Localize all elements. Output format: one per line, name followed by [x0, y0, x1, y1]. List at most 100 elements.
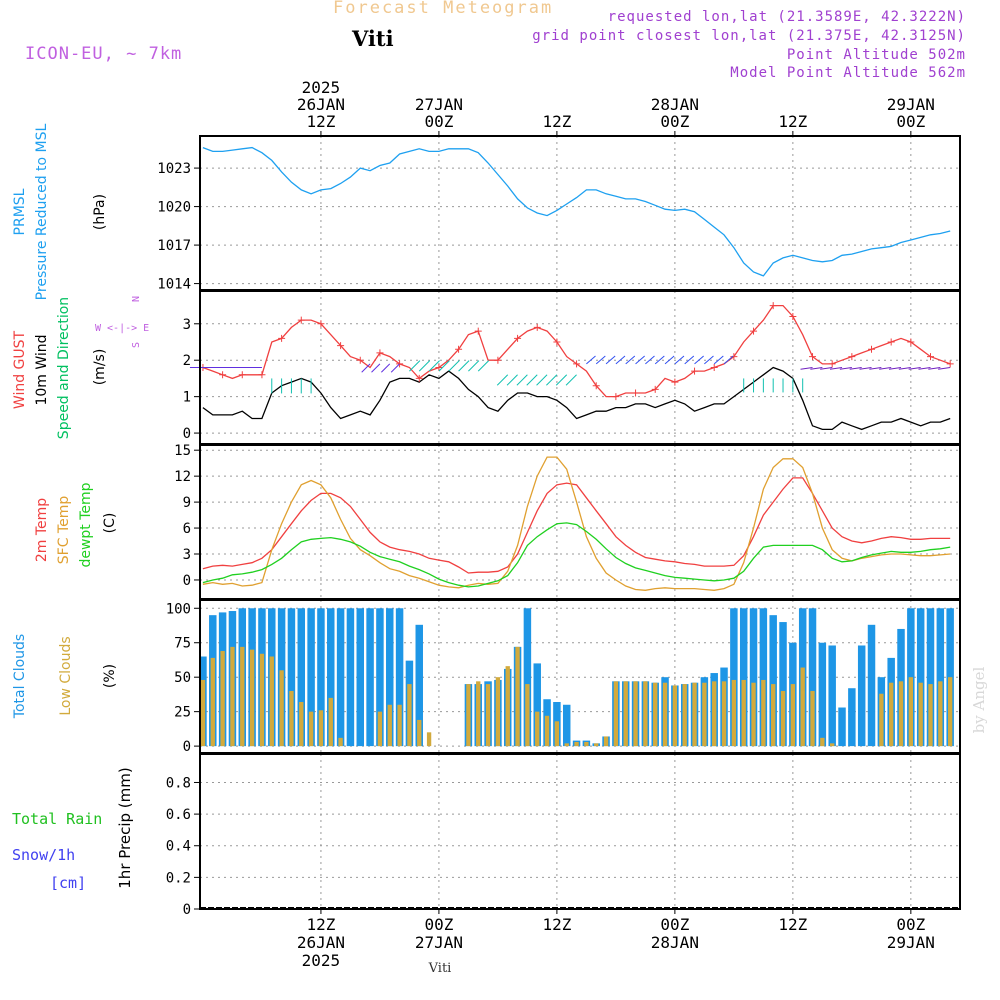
gust-marker — [376, 349, 384, 357]
total-clouds-bar — [730, 608, 738, 747]
low-clouds-bar — [879, 693, 884, 747]
x-axis-label-top: 12Z — [306, 112, 335, 131]
chart-title: Forecast Meteogram — [333, 0, 554, 18]
low-clouds-bar — [692, 682, 697, 747]
y-tick-label: 6 — [183, 521, 191, 537]
low-clouds-label: Low Clouds — [58, 636, 74, 715]
wind-direction-arrow — [800, 367, 813, 370]
gust-marker — [337, 342, 345, 350]
gust-marker — [927, 353, 935, 361]
x-axis-label-bottom: 29JAN — [887, 933, 935, 952]
low-clouds-bar — [712, 681, 717, 747]
x-axis-label-bottom: 26JAN — [297, 933, 345, 952]
y-tick-label: 0.2 — [166, 870, 191, 886]
wind-direction-arrow — [898, 367, 911, 370]
x-axis-label-bottom: 12Z — [542, 915, 571, 934]
low-clouds-bar — [515, 646, 520, 747]
total-clouds-bar — [916, 608, 925, 747]
gust-label: Wind GUST — [12, 330, 28, 409]
low-clouds-bar — [810, 690, 815, 747]
y-tick-label: 0 — [183, 426, 191, 442]
gust-marker — [671, 378, 679, 386]
gust-marker — [769, 302, 777, 310]
wind-speed-line — [202, 366, 951, 431]
gust-marker — [730, 353, 738, 361]
total-clouds-bar — [366, 608, 374, 747]
low-clouds-bar — [417, 719, 422, 747]
x-axis-label-bottom: 00Z — [896, 915, 925, 934]
x-axis-label-top: 28JAN — [651, 95, 699, 114]
wind-direction-arrow — [908, 367, 921, 370]
gust-marker — [750, 327, 758, 335]
low-clouds-bar — [495, 677, 501, 747]
gust-marker — [946, 360, 954, 368]
wind-direction-arrow — [829, 367, 843, 370]
x-axis-label-top: 27JAN — [415, 95, 463, 114]
low-clouds-bar — [584, 741, 589, 747]
wind-direction-arrow — [477, 360, 490, 372]
low-clouds-bar — [928, 684, 933, 747]
low-clouds-bar — [240, 646, 245, 747]
gust-marker — [651, 385, 659, 393]
x-axis-label-top: 26JAN — [297, 95, 345, 114]
x-axis-label-top: 29JAN — [887, 95, 935, 114]
low-clouds-bar — [476, 681, 481, 747]
wind-direction-arrow — [810, 367, 823, 370]
wind-direction-arrow — [381, 363, 391, 373]
wind-direction-arrow — [859, 367, 872, 370]
wind-direction-arrow — [615, 355, 626, 365]
wind-direction-arrow — [390, 363, 400, 373]
x-axis-label-top: 00Z — [424, 112, 453, 131]
wind-direction-arrow — [938, 367, 951, 370]
wind-unit: (m/s) — [92, 349, 108, 386]
low-clouds-bar — [377, 711, 383, 747]
y-tick-label: 12 — [174, 469, 191, 485]
wind-direction-arrow — [694, 355, 704, 365]
total-clouds-bar — [808, 608, 817, 747]
low-clouds-bar — [574, 741, 579, 747]
low-clouds-bar — [790, 684, 796, 747]
low-clouds-bar — [230, 646, 235, 747]
wind-direction-arrow — [664, 355, 675, 365]
wind-direction-arrow — [918, 367, 931, 370]
wind-direction-arrow — [879, 367, 892, 370]
gust-marker — [828, 360, 836, 368]
gust-marker — [356, 356, 364, 364]
low-clouds-bar — [525, 684, 530, 747]
sfc-temp-label: SFC Temp — [56, 496, 72, 565]
y-tick-label: 3 — [183, 547, 191, 563]
panel-frame — [199, 135, 961, 291]
wind-direction-arrow — [654, 355, 665, 365]
total-clouds-label: Total Clouds — [12, 634, 28, 719]
y-tick-label: 50 — [174, 670, 191, 686]
gust-marker — [592, 382, 600, 390]
credit-watermark: by Angel — [970, 666, 988, 733]
low-clouds-bar — [662, 682, 668, 747]
low-clouds-bar — [299, 702, 304, 747]
wind-direction-arrow — [565, 374, 577, 386]
y-tick-label: 9 — [183, 495, 191, 511]
wind-direction-arrow — [506, 374, 518, 386]
low-clouds-bar — [279, 670, 284, 747]
wind-direction-arrow — [645, 355, 655, 365]
total-clouds-bar — [848, 688, 856, 747]
x-axis-label-top: 12Z — [778, 112, 807, 131]
x-axis-label-bottom: 00Z — [424, 915, 453, 934]
gust-marker — [494, 356, 502, 364]
total-clouds-bar — [415, 624, 423, 747]
low-clouds-bar — [485, 684, 491, 747]
gust-marker — [455, 345, 463, 353]
footer-place: Viti — [428, 961, 452, 976]
sfc-temp-line — [202, 456, 951, 591]
low-clouds-bar — [308, 711, 314, 747]
gust-marker — [474, 327, 482, 335]
low-clouds-bar — [210, 657, 215, 747]
low-clouds-bar — [721, 681, 727, 747]
low-clouds-bar — [289, 690, 294, 747]
x-axis-label-top: 2025 — [302, 78, 341, 97]
y-tick-label: 1023 — [157, 161, 191, 177]
pressure-label: PRMSL — [12, 188, 28, 235]
total-clouds-bar — [739, 608, 748, 747]
low-clouds-bar — [407, 684, 412, 747]
y-tick-label: 0 — [183, 573, 191, 589]
